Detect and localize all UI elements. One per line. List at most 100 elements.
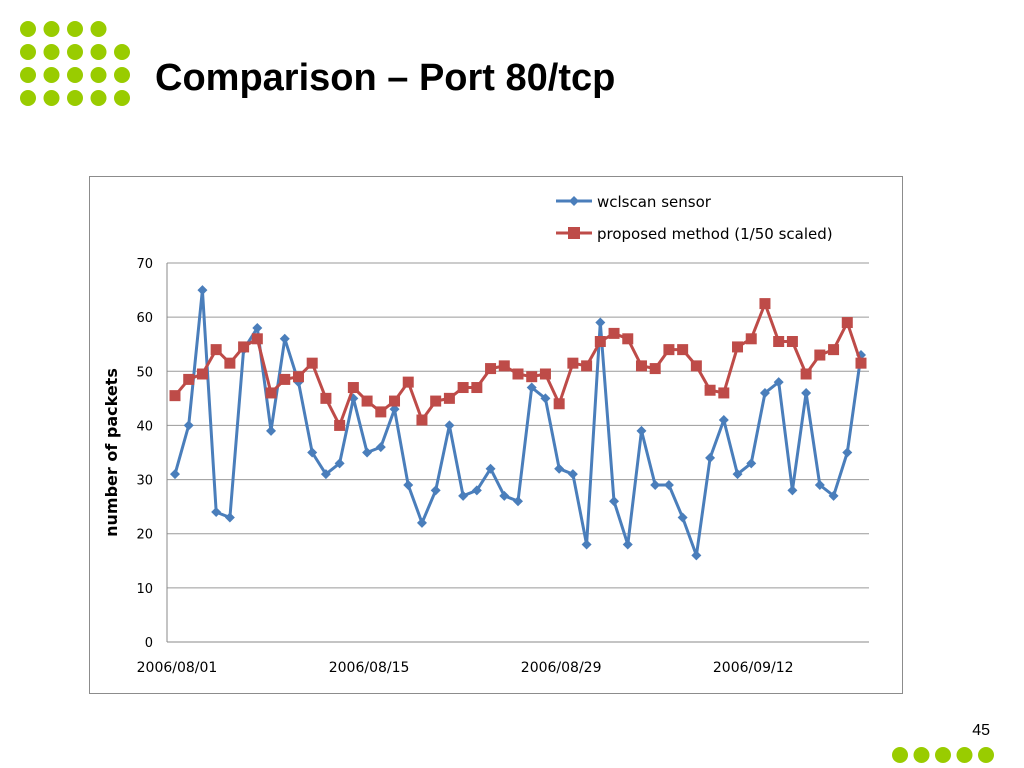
data-point-diamond (471, 485, 482, 496)
data-point-square (471, 382, 483, 394)
accent-dot (114, 44, 130, 60)
y-tick-label: 50 (136, 365, 153, 380)
data-point-diamond (609, 496, 620, 507)
page-number: 45 (972, 722, 990, 739)
data-point-square (512, 368, 524, 380)
accent-dot (20, 21, 36, 37)
data-point-square (457, 382, 469, 394)
data-point-diamond (499, 490, 510, 501)
data-point-square (690, 360, 702, 372)
data-point-square (265, 387, 277, 399)
data-point-square (389, 395, 401, 407)
data-point-square (361, 395, 373, 407)
data-point-square (635, 360, 647, 372)
y-tick-label: 20 (136, 528, 153, 543)
data-point-square (828, 344, 840, 356)
series-line (173, 288, 863, 557)
data-point-square (814, 349, 826, 361)
data-point-diamond (787, 485, 798, 496)
data-point-diamond (224, 512, 235, 523)
accent-dot (20, 44, 36, 60)
data-point-diamond (430, 485, 441, 496)
accent-dot (114, 67, 130, 83)
data-point-diamond (170, 469, 180, 480)
data-point-diamond (554, 463, 565, 474)
data-point-diamond (307, 447, 318, 458)
legend-label: wclscan sensor (597, 193, 712, 211)
data-point-diamond (444, 420, 455, 431)
data-point-diamond (636, 425, 647, 436)
data-point-square (649, 363, 661, 375)
y-axis-label: number of packets (102, 368, 121, 537)
data-point-square (334, 419, 346, 431)
accent-dot (67, 21, 83, 37)
data-point-square (251, 333, 263, 345)
data-point-square (183, 373, 195, 385)
data-point-square (732, 341, 744, 353)
data-point-diamond (362, 447, 373, 458)
data-point-square (608, 327, 620, 339)
y-tick-label: 30 (136, 474, 153, 489)
data-point-square (800, 368, 812, 380)
data-point-square (759, 298, 771, 310)
data-point-diamond (252, 322, 263, 333)
data-point-diamond (663, 479, 674, 490)
accent-dot (978, 747, 994, 763)
data-point-square (704, 384, 716, 396)
y-tick-label: 40 (136, 419, 153, 434)
decorative-dots-bottom-right (892, 747, 994, 763)
data-point-diamond (197, 285, 208, 296)
data-point-diamond (705, 452, 716, 463)
data-point-square (718, 387, 730, 399)
y-tick-label: 0 (145, 636, 153, 651)
y-tick-label: 60 (136, 311, 153, 326)
accent-dot (67, 90, 83, 106)
data-point-diamond (814, 479, 825, 490)
data-point-diamond (334, 458, 345, 469)
data-point-diamond (416, 517, 427, 528)
accent-dot (43, 44, 60, 60)
data-point-square (224, 357, 236, 369)
accent-dot (43, 21, 60, 37)
data-point-square (622, 333, 634, 345)
data-point-diamond (732, 469, 743, 480)
accent-dot (90, 44, 107, 60)
chart-canvas: 0 10 20 30 40 50 60 70 2006/08/01 2006/08/15 2006/… (102, 193, 869, 676)
data-point-diamond (595, 317, 606, 328)
data-point-square (594, 336, 606, 348)
data-point-diamond (403, 479, 414, 490)
data-point-diamond (650, 479, 661, 490)
accent-dot (43, 67, 60, 83)
data-point-diamond (540, 393, 551, 404)
data-point-square (279, 373, 291, 385)
data-point-square (347, 382, 359, 394)
data-point-diamond (718, 415, 729, 426)
decorative-dots-top-left (20, 21, 130, 106)
y-tick-label: 10 (136, 582, 153, 597)
data-point-diamond (746, 458, 757, 469)
data-point-square (553, 398, 565, 410)
data-point-square (498, 360, 510, 372)
data-point-square (581, 360, 593, 372)
x-tick-label: 2006/08/15 (329, 660, 410, 676)
data-point-square (169, 390, 181, 402)
data-point-diamond (801, 387, 812, 398)
accent-dot (67, 44, 83, 60)
data-point-diamond (677, 512, 688, 523)
data-point-square (402, 376, 414, 388)
data-point-square (745, 333, 757, 345)
accent-dot (90, 67, 107, 83)
data-point-diamond (691, 550, 702, 561)
accent-dot (935, 747, 951, 763)
data-point-diamond (266, 425, 277, 436)
data-point-diamond (320, 469, 331, 480)
data-point-square (841, 317, 853, 329)
legend-marker (569, 196, 579, 206)
data-point-diamond (211, 507, 222, 518)
data-point-square (485, 363, 497, 375)
data-point-square (320, 392, 332, 404)
accent-dot (67, 67, 83, 83)
data-point-square (663, 344, 675, 356)
data-point-square (375, 406, 387, 418)
accent-dot (892, 747, 908, 763)
